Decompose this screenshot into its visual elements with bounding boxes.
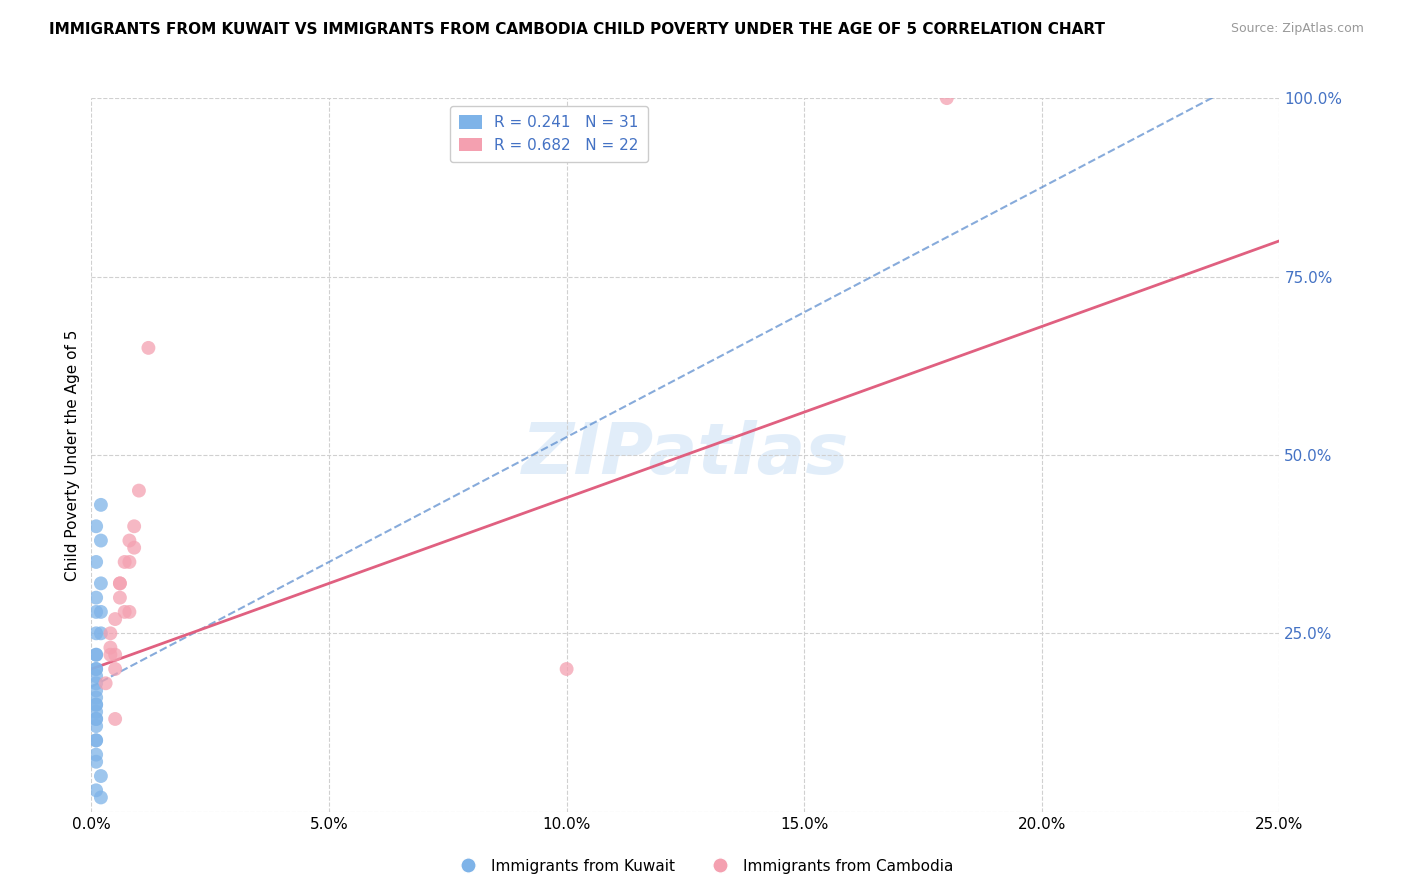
Point [104,648,127,662]
Point [138,341,160,355]
Point [122,541,145,555]
Point [84,591,107,605]
Y-axis label: Child Poverty Under the Age of 5: Child Poverty Under the Age of 5 [65,329,80,581]
Point [104,612,127,626]
Legend: R = 0.241   N = 31, R = 0.682   N = 22: R = 0.241 N = 31, R = 0.682 N = 22 [450,106,648,161]
Point [84,662,107,676]
Point [84,733,107,747]
Point [84,733,107,747]
Point [84,519,107,533]
Point [128,483,150,498]
Point [100,648,122,662]
Point [84,648,107,662]
Point [118,605,141,619]
Point [100,626,122,640]
Point [84,662,107,676]
Point [935,91,957,105]
Point [84,755,107,769]
Point [122,519,145,533]
Point [555,662,578,676]
Point [84,705,107,719]
Point [90,626,112,640]
Point [90,605,112,619]
Point [84,648,107,662]
Point [84,698,107,712]
Point [84,783,107,797]
Point [104,662,127,676]
Point [118,533,141,548]
Legend: Immigrants from Kuwait, Immigrants from Cambodia: Immigrants from Kuwait, Immigrants from … [446,853,960,880]
Point [84,712,107,726]
Point [84,669,107,683]
Point [84,719,107,733]
Point [90,790,112,805]
Point [114,605,136,619]
Point [84,690,107,705]
Point [108,591,131,605]
Text: Source: ZipAtlas.com: Source: ZipAtlas.com [1230,22,1364,36]
Point [84,683,107,698]
Point [84,698,107,712]
Point [90,498,112,512]
Point [84,712,107,726]
Text: ZIPatlas: ZIPatlas [522,420,849,490]
Point [84,555,107,569]
Point [84,626,107,640]
Point [118,555,141,569]
Point [108,576,131,591]
Point [108,576,131,591]
Point [84,676,107,690]
Point [104,712,127,726]
Point [94,676,117,690]
Point [84,605,107,619]
Point [90,533,112,548]
Point [90,769,112,783]
Point [114,555,136,569]
Point [100,640,122,655]
Point [84,747,107,762]
Point [90,576,112,591]
Text: IMMIGRANTS FROM KUWAIT VS IMMIGRANTS FROM CAMBODIA CHILD POVERTY UNDER THE AGE O: IMMIGRANTS FROM KUWAIT VS IMMIGRANTS FRO… [49,22,1105,37]
